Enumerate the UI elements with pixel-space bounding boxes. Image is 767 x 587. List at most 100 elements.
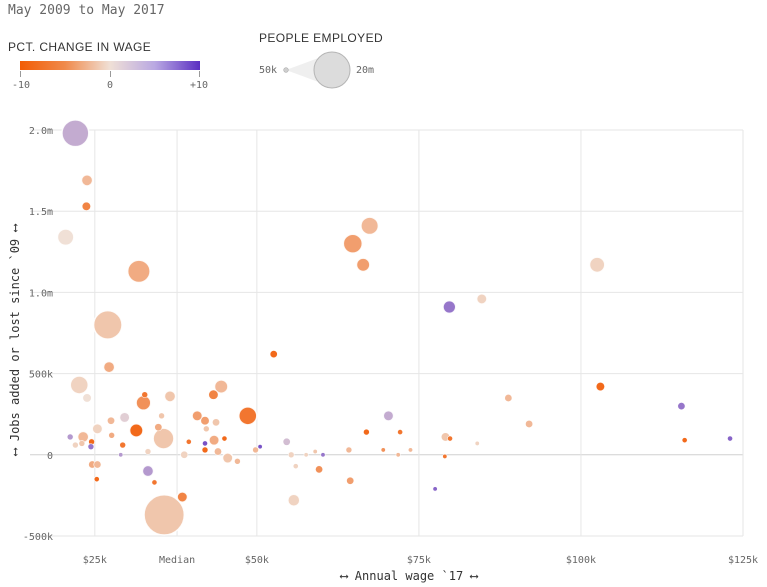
data-point[interactable] xyxy=(727,435,733,442)
data-point[interactable] xyxy=(102,360,116,374)
data-point[interactable] xyxy=(202,440,208,447)
data-point[interactable] xyxy=(69,375,90,395)
data-point[interactable] xyxy=(163,389,177,403)
data-point[interactable] xyxy=(201,446,209,454)
data-point[interactable] xyxy=(118,452,124,458)
data-point[interactable] xyxy=(176,491,189,503)
data-point[interactable] xyxy=(504,393,513,402)
data-point[interactable] xyxy=(208,389,219,400)
data-point[interactable] xyxy=(180,450,189,459)
data-point[interactable] xyxy=(257,444,263,450)
data-point[interactable] xyxy=(151,479,158,486)
data-point[interactable] xyxy=(312,449,318,455)
data-point[interactable] xyxy=(213,379,229,395)
data-point[interactable] xyxy=(81,201,91,211)
data-point[interactable] xyxy=(681,437,688,444)
x-tick-label: $125k xyxy=(728,555,758,566)
data-point[interactable] xyxy=(380,447,386,453)
data-point[interactable] xyxy=(200,416,210,426)
data-point[interactable] xyxy=(66,433,74,441)
data-point[interactable] xyxy=(303,452,309,458)
data-point[interactable] xyxy=(191,409,204,422)
data-point[interactable] xyxy=(355,257,371,273)
data-point[interactable] xyxy=(212,418,221,427)
data-point[interactable] xyxy=(208,434,221,447)
data-point[interactable] xyxy=(397,429,404,435)
data-point[interactable] xyxy=(382,409,395,422)
data-point[interactable] xyxy=(221,435,228,442)
data-point[interactable] xyxy=(80,173,94,187)
data-point[interactable] xyxy=(141,464,155,478)
data-point[interactable] xyxy=(252,446,259,454)
data-point[interactable] xyxy=(128,422,144,438)
data-point[interactable] xyxy=(315,465,324,474)
data-point[interactable] xyxy=(213,447,222,456)
data-point[interactable] xyxy=(143,494,186,536)
data-point[interactable] xyxy=(93,460,102,469)
data-point[interactable] xyxy=(92,309,123,340)
x-axis-title: ⟷ Annual wage `17 ⟷ xyxy=(339,569,478,583)
data-point[interactable] xyxy=(287,451,295,459)
data-point[interactable] xyxy=(525,419,534,428)
wage-tick-min xyxy=(20,71,21,77)
y-tick-label: -500k xyxy=(23,532,53,543)
data-point[interactable] xyxy=(56,228,75,247)
data-point[interactable] xyxy=(82,393,92,403)
wage-legend-mid: 0 xyxy=(107,80,114,91)
x-tick-label: Median xyxy=(159,555,195,566)
data-point[interactable] xyxy=(588,256,606,274)
wage-legend-min: -10 xyxy=(12,80,31,91)
data-point[interactable] xyxy=(346,476,355,485)
data-point[interactable] xyxy=(93,476,100,483)
data-point[interactable] xyxy=(269,350,278,359)
data-point[interactable] xyxy=(61,119,90,148)
wage-legend-max: +10 xyxy=(190,80,209,91)
y-axis-title: ⟷ Jobs added or lost since `09 ⟷ xyxy=(8,224,22,457)
data-point[interactable] xyxy=(595,382,605,392)
y-tick-label: 1.5m xyxy=(29,207,53,218)
data-point[interactable] xyxy=(395,452,401,458)
data-point[interactable] xyxy=(238,406,258,426)
data-point[interactable] xyxy=(141,391,149,399)
data-point[interactable] xyxy=(442,453,448,459)
size-legend-max: 20m xyxy=(356,65,375,76)
data-point[interactable] xyxy=(282,437,291,446)
data-point[interactable] xyxy=(118,411,131,424)
data-point[interactable] xyxy=(144,448,152,455)
data-point[interactable] xyxy=(345,446,353,454)
data-point[interactable] xyxy=(474,440,480,446)
data-point[interactable] xyxy=(203,425,210,433)
data-point[interactable] xyxy=(442,299,457,315)
data-point[interactable] xyxy=(234,457,241,465)
data-point[interactable] xyxy=(107,416,115,425)
data-point[interactable] xyxy=(154,423,163,432)
data-point[interactable] xyxy=(78,440,86,447)
data-point[interactable] xyxy=(360,216,380,236)
x-tick-label: $50k xyxy=(245,555,269,566)
data-point[interactable] xyxy=(475,292,488,305)
data-point[interactable] xyxy=(185,438,192,445)
data-point[interactable] xyxy=(221,452,234,464)
data-point[interactable] xyxy=(152,427,175,450)
data-point[interactable] xyxy=(287,493,301,508)
data-point[interactable] xyxy=(119,441,126,449)
data-point[interactable] xyxy=(407,447,413,453)
data-point[interactable] xyxy=(72,441,79,449)
data-point[interactable] xyxy=(108,432,115,439)
data-point[interactable] xyxy=(447,435,453,442)
data-point[interactable] xyxy=(432,486,438,492)
data-point[interactable] xyxy=(320,452,326,458)
size-legend-title: PEOPLE EMPLOYED xyxy=(259,31,384,45)
data-point[interactable] xyxy=(126,259,151,284)
data-point[interactable] xyxy=(91,422,104,435)
size-legend-min: 50k xyxy=(259,65,278,76)
x-tick-label: $25k xyxy=(83,555,107,566)
data-point[interactable] xyxy=(292,463,299,470)
date-range: May 2009 to May 2017 xyxy=(8,3,165,18)
data-point[interactable] xyxy=(87,443,95,450)
data-point[interactable] xyxy=(363,428,370,436)
data-point[interactable] xyxy=(158,412,165,420)
data-point[interactable] xyxy=(342,233,364,254)
data-point[interactable] xyxy=(677,402,686,411)
